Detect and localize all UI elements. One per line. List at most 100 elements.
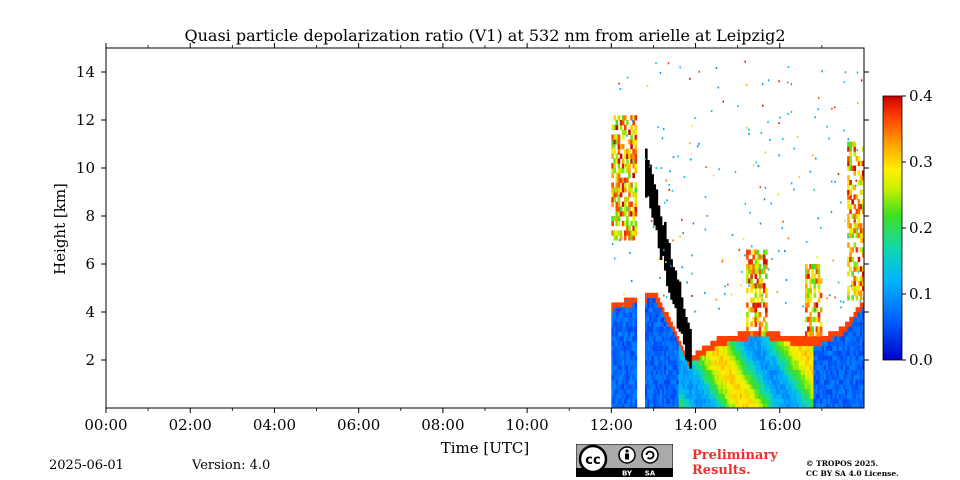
- cloud-cell: [748, 264, 751, 270]
- heatmap-cell: [666, 345, 669, 351]
- heatmap-cell: [859, 336, 863, 342]
- heatmap-cell: [655, 302, 659, 308]
- heatmap-cell: [802, 364, 806, 371]
- heatmap-cell: [796, 369, 800, 375]
- heatmap-cell: [626, 355, 629, 361]
- heatmap-cell: [651, 340, 654, 347]
- cloud-cell: [809, 326, 812, 332]
- heatmap-cell: [668, 369, 671, 375]
- cloud-cell: [634, 196, 638, 203]
- noise-pixel: [665, 179, 667, 182]
- noise-pixel: [744, 254, 746, 257]
- cloud-cell: [746, 316, 749, 323]
- cloud-cell: [615, 177, 619, 183]
- heatmap-cell: [733, 369, 737, 375]
- heatmap-cell: [634, 302, 638, 308]
- heatmap-cell: [786, 384, 789, 390]
- cloud-cell: [859, 276, 863, 282]
- heatmap-cell: [800, 364, 804, 371]
- heatmap-cell: [659, 388, 663, 395]
- no-signal-cell: [649, 164, 652, 209]
- heatmap-cell: [836, 360, 840, 366]
- cloud-cell: [859, 228, 863, 234]
- heatmap-cell: [849, 369, 852, 375]
- cloud-cell: [756, 264, 760, 270]
- heatmap-cell: [798, 374, 802, 380]
- heatmap-cell: [647, 379, 650, 385]
- heatmap-cell: [788, 393, 791, 399]
- heatmap-cell: [714, 393, 718, 399]
- no-signal-cell: [653, 184, 657, 226]
- heatmap-cell: [725, 360, 728, 366]
- cloud-cell: [765, 273, 768, 279]
- heatmap-cell: [783, 345, 787, 351]
- cloud-cell: [847, 295, 850, 301]
- chart-title: Quasi particle depolarization ratio (V1)…: [184, 26, 785, 45]
- heatmap-cell: [666, 398, 669, 404]
- heatmap-cell: [750, 393, 753, 399]
- heatmap-cell: [628, 393, 631, 399]
- heatmap-cell: [857, 369, 861, 375]
- heatmap-cell: [853, 398, 857, 404]
- cloud-cell: [859, 175, 863, 181]
- noise-pixel: [623, 293, 625, 296]
- cloud-cell: [805, 288, 808, 294]
- heatmap-cell: [790, 336, 793, 342]
- heatmap-cell: [619, 364, 623, 371]
- cloud-cell: [613, 235, 617, 241]
- heatmap-cell: [630, 336, 633, 342]
- heatmap-cell: [626, 316, 629, 323]
- heatmap-cell: [842, 374, 846, 380]
- heatmap-cell: [628, 302, 631, 308]
- heatmap-cell: [790, 360, 793, 366]
- heatmap-cell: [845, 326, 848, 332]
- heatmap-cell: [861, 364, 864, 371]
- cloud-cell: [851, 271, 854, 277]
- heatmap-cell: [651, 388, 654, 395]
- heatmap-cell: [657, 312, 661, 318]
- heatmap-cell: [655, 379, 659, 385]
- sa-label: SA: [645, 470, 656, 478]
- heatmap-cell: [666, 350, 669, 356]
- cloud-cell: [857, 180, 861, 186]
- heatmap-cell: [676, 398, 680, 404]
- heatmap-cell: [706, 369, 709, 375]
- cloud-cell: [847, 184, 850, 191]
- noise-pixel: [782, 137, 784, 140]
- cloud-cell: [632, 216, 635, 222]
- heatmap-data: [611, 60, 864, 408]
- heatmap-cell: [634, 384, 638, 390]
- heatmap-cell: [760, 350, 764, 356]
- heatmap-cell: [630, 398, 633, 404]
- heatmap-cell: [823, 355, 827, 361]
- heatmap-cell: [771, 355, 774, 361]
- cloud-cell: [849, 228, 852, 234]
- cloud-cell: [809, 297, 812, 303]
- heatmap-cell: [737, 388, 741, 395]
- heatmap-cell: [861, 398, 864, 404]
- heatmap-cell: [842, 336, 846, 342]
- heatmap-cell: [796, 374, 800, 380]
- heatmap-cell: [617, 302, 621, 308]
- heatmap-cell: [617, 307, 621, 313]
- heatmap-cell: [611, 331, 614, 337]
- heatmap-cell: [716, 360, 720, 366]
- heatmap-cell: [832, 364, 836, 371]
- heatmap-cell: [817, 388, 821, 395]
- heatmap-cell: [836, 374, 840, 380]
- heatmap-cell: [733, 393, 737, 399]
- heatmap-cell: [739, 345, 743, 351]
- heatmap-cell: [853, 355, 857, 361]
- heatmap-cell: [815, 369, 819, 375]
- heatmap-cell: [613, 398, 617, 404]
- heatmap-cell: [743, 403, 747, 408]
- heatmap-cell: [845, 379, 848, 385]
- heatmap-cell: [855, 312, 859, 318]
- noise-pixel: [744, 60, 747, 63]
- cloud-cell: [813, 302, 817, 308]
- cloud-cell: [849, 252, 852, 258]
- heatmap-cell: [847, 355, 850, 361]
- heatmap-cell: [752, 350, 756, 356]
- noise-pixel: [854, 184, 857, 187]
- heatmap-cell: [756, 336, 760, 342]
